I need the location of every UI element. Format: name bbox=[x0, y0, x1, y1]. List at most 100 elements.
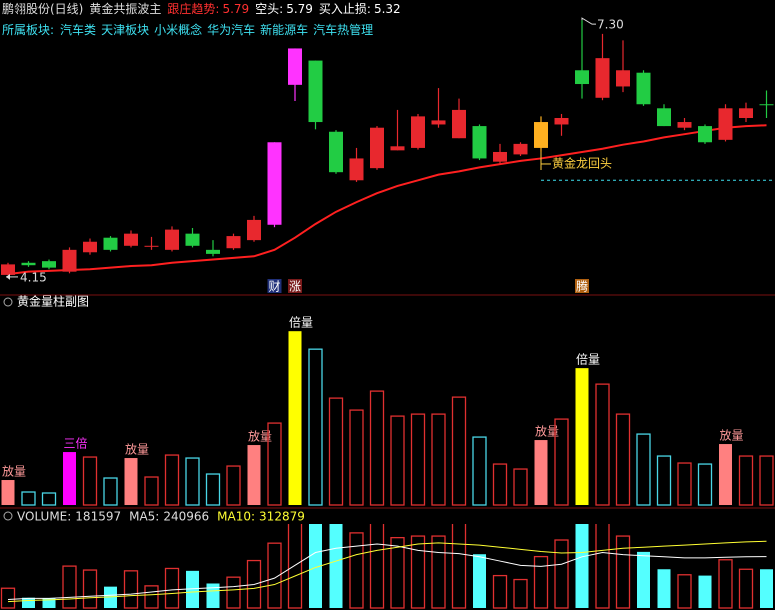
volume-bar bbox=[349, 532, 364, 609]
ma-line bbox=[7, 124, 767, 276]
signal-volume-bar bbox=[144, 476, 159, 506]
ma-line bbox=[7, 543, 767, 600]
volume-bar bbox=[595, 524, 610, 609]
signal-volume-bar bbox=[21, 491, 36, 506]
signal-volume-bar bbox=[595, 383, 610, 506]
legend-text: 181597 bbox=[75, 510, 121, 524]
volume-bar bbox=[431, 535, 446, 609]
signal-volume-bar bbox=[328, 397, 344, 506]
volume-bar bbox=[246, 559, 262, 609]
candle-body bbox=[349, 158, 364, 181]
signal-volume-bar bbox=[82, 456, 98, 506]
sector: 天津板块 bbox=[101, 23, 150, 37]
stock-title: 鹏翎股份(日线) bbox=[2, 2, 84, 16]
volume-bar bbox=[267, 542, 282, 609]
sector: 新能源车 bbox=[260, 23, 309, 37]
signal-label: 放量 bbox=[125, 442, 149, 457]
low-mark: 4.15 bbox=[20, 270, 47, 284]
stat-value: 5.79 bbox=[222, 2, 250, 16]
volume-legend: VOLUME: 181597 MA5: 240966 MA10: 312879 bbox=[17, 510, 305, 524]
annotation: 黄金龙回头 bbox=[552, 155, 612, 170]
sector: 汽车热管理 bbox=[313, 23, 374, 37]
candle-body bbox=[1, 264, 15, 275]
signal-volume-bar bbox=[267, 422, 282, 506]
indicator-name: 黄金共振波主 bbox=[89, 2, 162, 16]
stat: 买入止损: 5.32 bbox=[319, 1, 401, 17]
sector: 华为汽车 bbox=[207, 23, 256, 37]
legend-text: MA10: bbox=[217, 510, 255, 524]
candle-body bbox=[42, 261, 56, 268]
signal-volume-bar bbox=[124, 458, 138, 505]
candle-body bbox=[534, 122, 548, 148]
sector-label: 所属板块: bbox=[2, 23, 55, 37]
volume-bar bbox=[123, 570, 139, 609]
signal-volume-bar bbox=[349, 409, 364, 506]
signal-volume-bar bbox=[247, 445, 261, 505]
candle-body bbox=[21, 262, 36, 266]
signal-volume-bar bbox=[759, 455, 774, 506]
event-badge bbox=[575, 279, 589, 293]
signal-volume-bar bbox=[697, 463, 713, 506]
signal-volume-bar bbox=[677, 462, 692, 506]
signal-volume-bar bbox=[390, 415, 405, 506]
candle-body bbox=[226, 236, 241, 249]
sector: 小米概念 bbox=[154, 23, 203, 37]
candle-body bbox=[124, 233, 138, 246]
candle-body bbox=[616, 70, 630, 87]
signal-volume-bar bbox=[492, 463, 508, 506]
candle-body bbox=[165, 229, 179, 250]
stat: 跟庄趋势: 5.79 bbox=[167, 1, 249, 17]
candle-body bbox=[759, 104, 774, 106]
volume-bar bbox=[513, 578, 528, 609]
candle-body bbox=[185, 233, 200, 246]
signal-volume-bar bbox=[513, 468, 528, 506]
candle-body bbox=[431, 120, 446, 125]
signal-volume-bar bbox=[369, 390, 385, 506]
signal-volume-bar bbox=[1, 480, 15, 505]
volume-bar bbox=[533, 555, 549, 609]
candle-body bbox=[452, 109, 466, 139]
stat-label: 空头: bbox=[255, 2, 284, 16]
legend-text: 312879 bbox=[259, 510, 305, 524]
signal-volume-bar bbox=[63, 452, 76, 505]
signal-volume-bar bbox=[185, 457, 200, 506]
candle-body bbox=[677, 122, 692, 128]
signal-volume-bar bbox=[431, 413, 446, 506]
volume-bar bbox=[738, 568, 754, 609]
header-line: 鹏翎股份(日线) 黄金共振波主 跟庄趋势: 5.79 空头: 5.79 买入止损: 5.3… bbox=[2, 1, 401, 17]
high-arrow bbox=[581, 17, 596, 25]
signal-volume-bar bbox=[164, 454, 180, 506]
signal-label: 放量 bbox=[535, 424, 559, 439]
volume-bar bbox=[226, 576, 241, 609]
candle-body bbox=[144, 245, 159, 247]
signal-volume-bar bbox=[205, 473, 221, 506]
candle-body bbox=[698, 126, 712, 143]
signal-volume-bar bbox=[451, 396, 467, 506]
volume-bar bbox=[186, 570, 199, 608]
low-arrowhead bbox=[6, 273, 10, 280]
volume-bar bbox=[410, 535, 426, 609]
volume-bar bbox=[287, 524, 303, 609]
candle-body bbox=[595, 58, 610, 98]
stat-label: 买入止损: bbox=[318, 2, 371, 16]
pane-title: 黄金量柱副图 bbox=[17, 294, 89, 309]
volume-bar bbox=[718, 559, 733, 609]
volume-bar bbox=[329, 524, 343, 608]
candle-body bbox=[472, 126, 487, 159]
candle-body bbox=[411, 116, 425, 148]
candle-body bbox=[513, 143, 528, 155]
volume-bar bbox=[637, 551, 650, 608]
signal-label: 放量 bbox=[719, 428, 743, 443]
volume-bar bbox=[22, 597, 35, 608]
candle-body bbox=[718, 108, 733, 140]
volume-bar bbox=[554, 539, 569, 609]
volume-bar bbox=[698, 575, 712, 608]
volume-bar bbox=[473, 554, 486, 608]
candle-body bbox=[575, 70, 589, 85]
candle-body bbox=[206, 249, 220, 254]
sector: 汽车类 bbox=[60, 23, 97, 37]
volume-pane bbox=[0, 524, 773, 609]
candle-body bbox=[390, 146, 405, 151]
candle-body bbox=[288, 48, 302, 85]
